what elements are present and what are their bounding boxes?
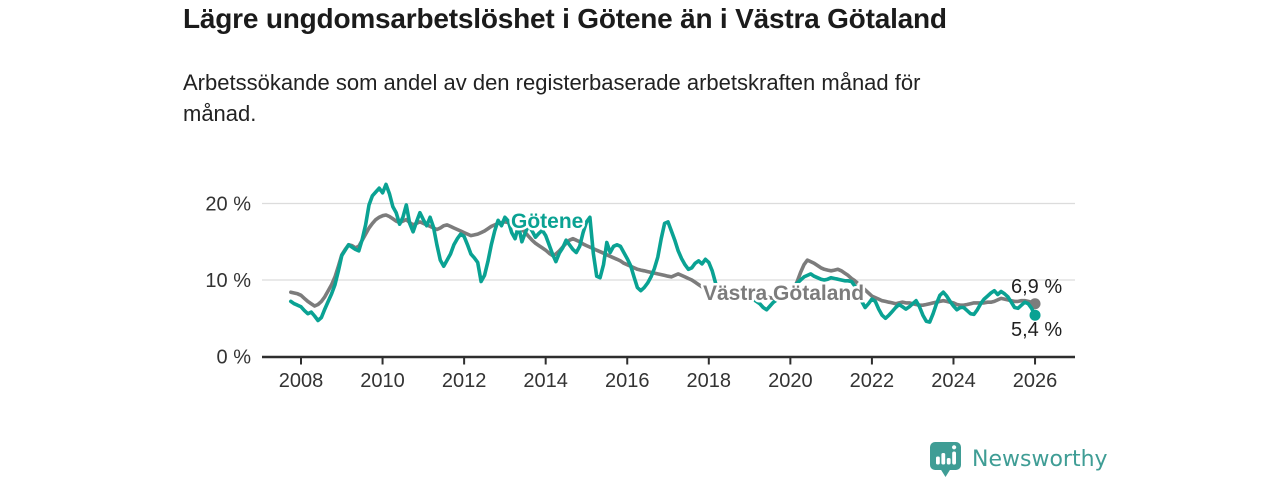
end-value-gotene: 5,4 % <box>1011 319 1062 341</box>
series-line-gotene <box>288 182 1037 324</box>
x-tick-label-2010: 2010 <box>360 370 405 392</box>
x-tick-label-2012: 2012 <box>442 370 487 392</box>
x-tick-label-2022: 2022 <box>850 370 895 392</box>
x-tick-label-2008: 2008 <box>279 370 324 392</box>
x-tick-label-2024: 2024 <box>931 370 976 392</box>
x-tick-label-2026: 2026 <box>1013 370 1058 392</box>
grid-layer: 0 % 10 % 20 % <box>205 194 1075 369</box>
chart-subtitle: Arbetssökande som andel av den registerb… <box>183 67 920 129</box>
label-layer: Götene Västra Götaland 6,9 % 5,4 % <box>509 208 1063 342</box>
y-tick-label-10: 10 % <box>205 270 251 292</box>
newsworthy-branding: Newsworthy <box>929 441 1108 478</box>
series-layer <box>288 182 1041 324</box>
x-tick-label-2020: 2020 <box>768 370 813 392</box>
series-label-gotene: Götene <box>511 210 583 233</box>
chart-subtitle-line-1: Arbetssökande som andel av den registerb… <box>183 70 921 95</box>
x-tick-label-2014: 2014 <box>523 370 568 392</box>
x-tick-label-2018: 2018 <box>687 370 732 392</box>
chart-subtitle-line-2: månad. <box>183 101 257 126</box>
series-label-vastra-gotaland: Västra Götaland <box>703 282 864 305</box>
axis-layer: 2008 2010 2012 2014 2016 2018 2020 2022 2024 2026 <box>262 355 1075 392</box>
y-tick-label-20: 20 % <box>205 194 251 216</box>
newsworthy-wordmark: Newsworthy <box>972 447 1108 472</box>
y-tick-label-0: 0 % <box>217 347 252 369</box>
end-value-vastra-gotaland: 6,9 % <box>1011 276 1062 298</box>
x-tick-label-2016: 2016 <box>605 370 650 392</box>
end-dot-gotene <box>1029 309 1041 321</box>
newsworthy-logo-icon <box>930 442 961 477</box>
chart-title: Lägre ungdomsarbetslöshet i Götene än i … <box>183 3 947 34</box>
